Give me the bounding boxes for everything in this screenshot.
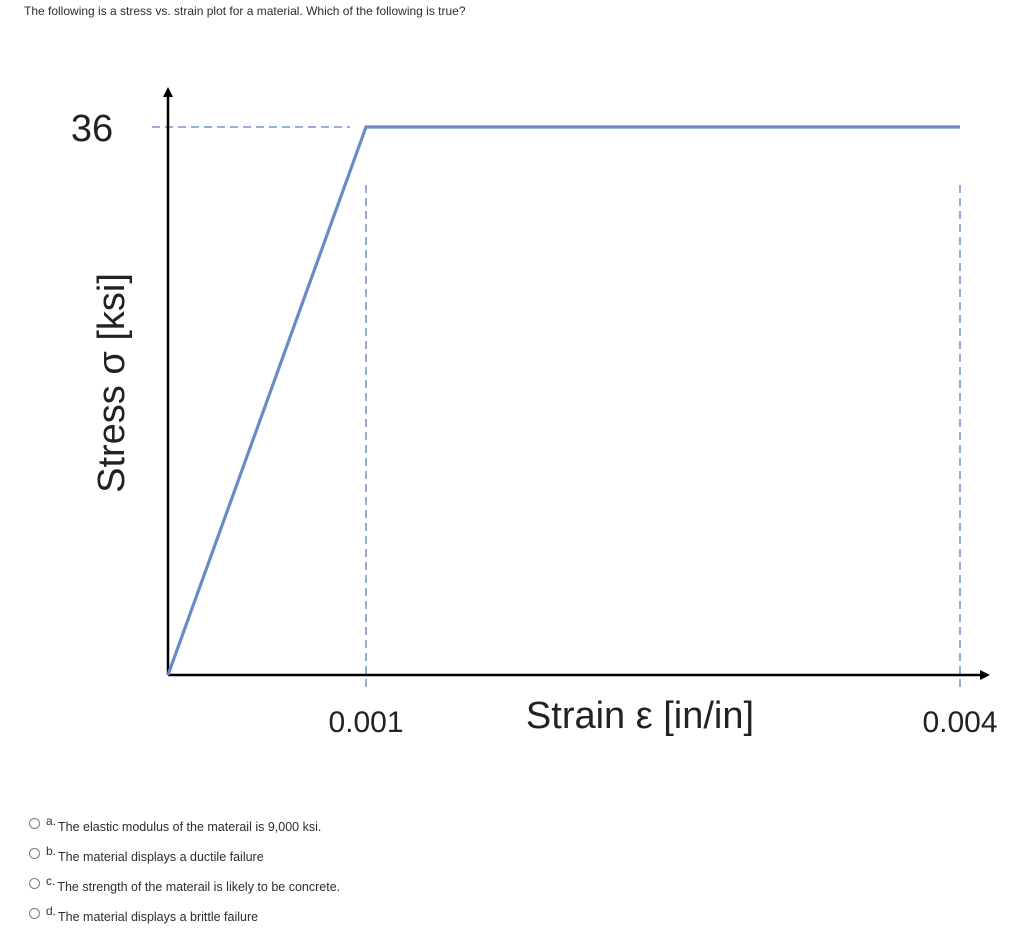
answer-options: a. The elastic modulus of the materail i… xyxy=(29,813,340,933)
radio-button-c[interactable] xyxy=(29,878,40,889)
option-letter-b: b. xyxy=(46,844,57,858)
option-b[interactable]: b. The material displays a ductile failu… xyxy=(29,843,340,873)
x-axis-title: Strain ε [in/in] xyxy=(526,695,754,737)
option-a[interactable]: a. The elastic modulus of the materail i… xyxy=(29,813,340,843)
option-text-b: The material displays a ductile failure xyxy=(58,850,264,864)
stress-strain-chart: 36 0.001 0.004 Strain ε [in/in] Stress σ [ks… xyxy=(71,87,998,739)
series-layer xyxy=(166,125,960,676)
x-tick-label-1: 0.004 xyxy=(922,706,997,739)
guide-lines xyxy=(152,126,961,690)
x-tick-label-0: 0.001 xyxy=(328,706,403,739)
radio-button-b[interactable] xyxy=(29,848,40,859)
option-d[interactable]: d. The material displays a brittle failu… xyxy=(29,903,340,933)
option-c[interactable]: c. The strength of the materail is likel… xyxy=(29,873,340,903)
option-text-c: The strength of the materail is likely t… xyxy=(57,880,341,894)
axes xyxy=(163,87,990,680)
option-text-a: The elastic modulus of the materail is 9… xyxy=(58,820,322,834)
radio-button-d[interactable] xyxy=(29,908,40,919)
y-axis-title: Stress σ [ksi] xyxy=(91,273,133,493)
option-letter-c: c. xyxy=(46,874,56,888)
option-letter-a: a. xyxy=(46,814,57,828)
radio-button-a[interactable] xyxy=(29,818,40,829)
option-letter-d: d. xyxy=(46,904,57,918)
labels: 36 0.001 0.004 Strain ε [in/in] Stress σ [ks… xyxy=(71,108,998,739)
option-text-d: The material displays a brittle failure xyxy=(58,910,259,924)
question-text: The following is a stress vs. strain plo… xyxy=(24,4,466,18)
series-line-0 xyxy=(166,125,960,676)
y-tick-label-0: 36 xyxy=(71,108,113,150)
